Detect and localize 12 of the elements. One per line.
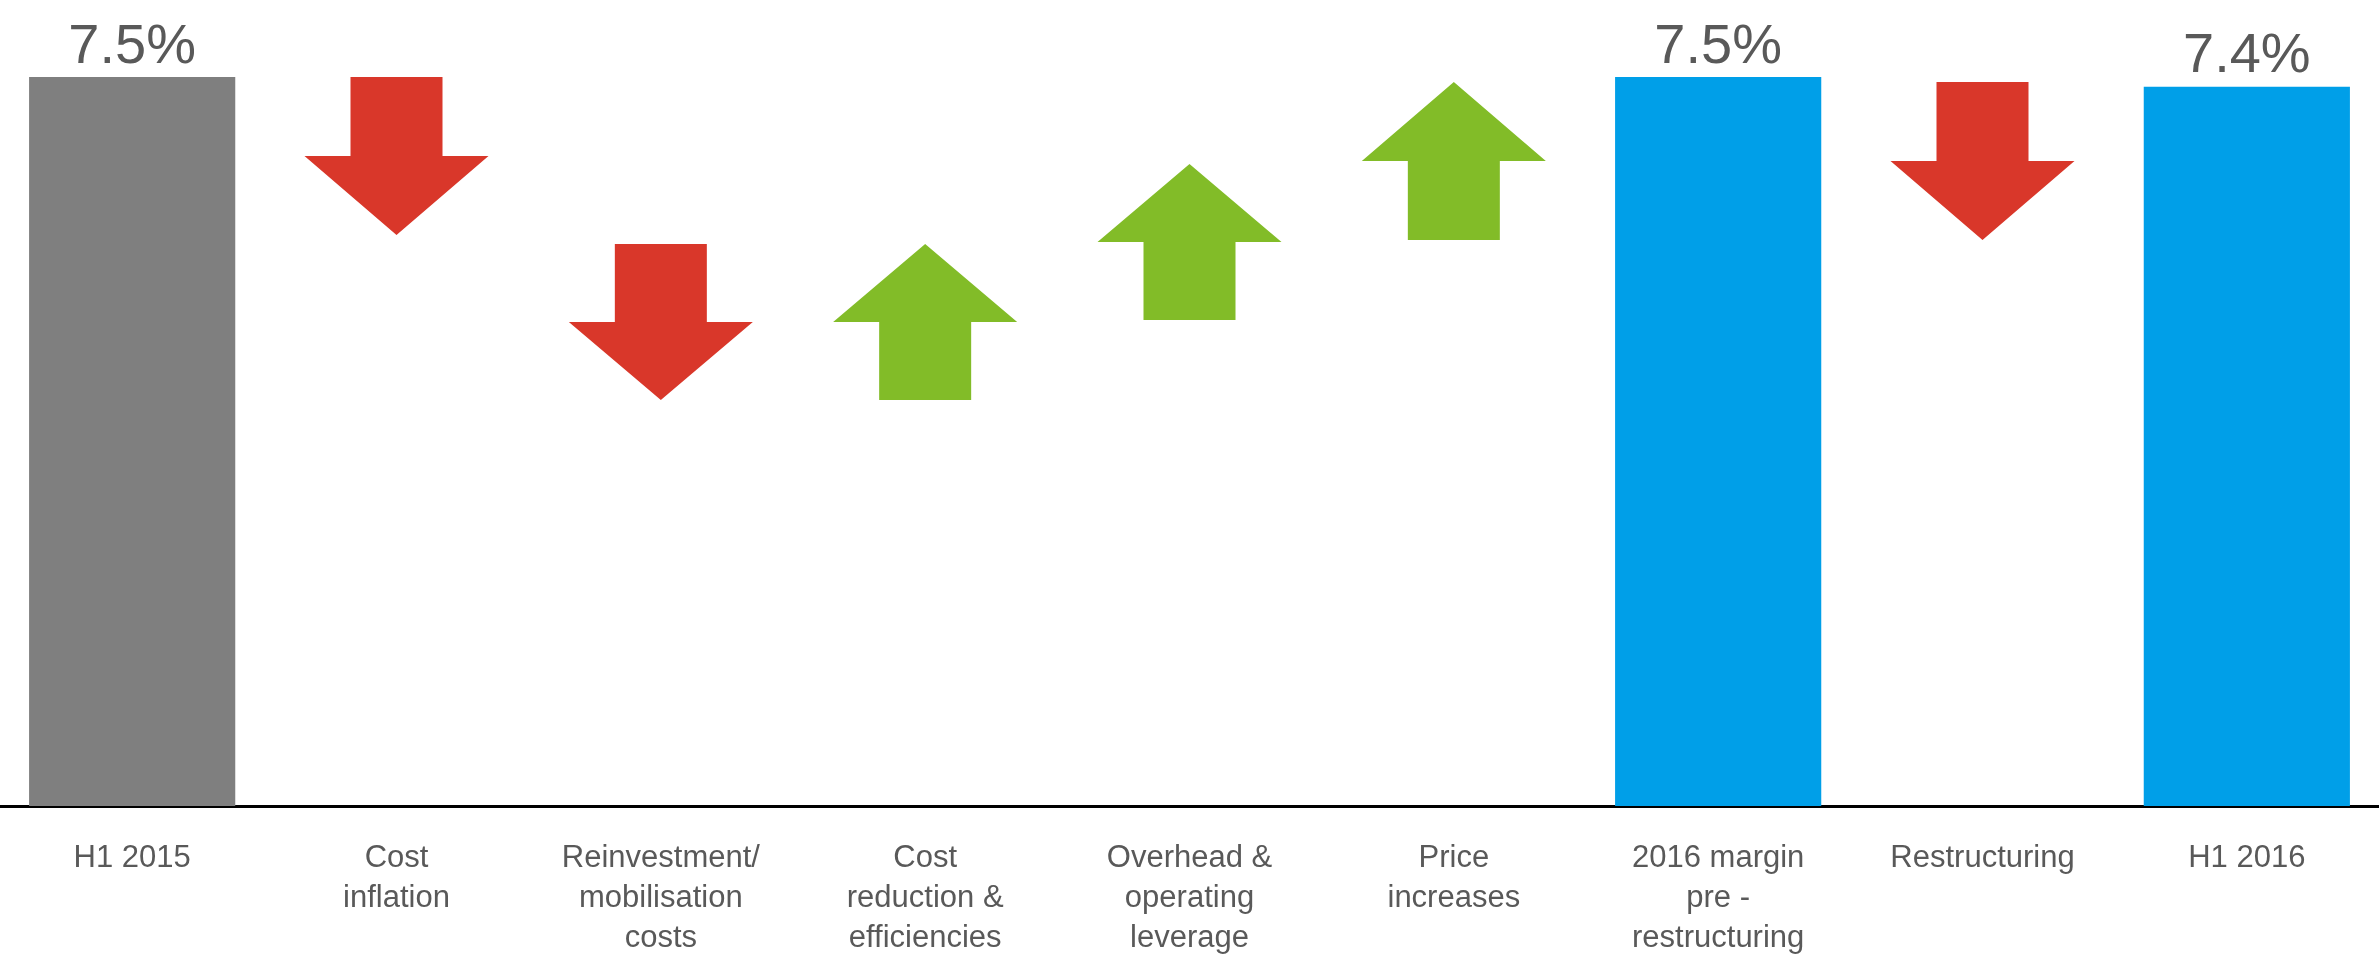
x-tick-label: Price increases (1387, 838, 1521, 914)
x-tick-label: Cost reduction & efficiencies (846, 838, 1004, 954)
x-tick-label: Restructuring (1890, 838, 2075, 874)
x-tick-label: Overhead & operating leverage (1106, 838, 1273, 954)
data-label: 7.5% (68, 11, 196, 75)
x-tick-label: Cost inflation (343, 838, 450, 914)
data-label: 7.4% (2183, 21, 2311, 85)
x-tick-label: H1 2015 (73, 838, 191, 874)
x-tick-label: Reinvestment/ mobilisation costs (561, 838, 761, 954)
x-tick-label: H1 2016 (2188, 838, 2306, 874)
data-label: 7.5% (1654, 11, 1782, 75)
x-tick-label: 2016 margin pre - restructuring (1631, 838, 1805, 954)
